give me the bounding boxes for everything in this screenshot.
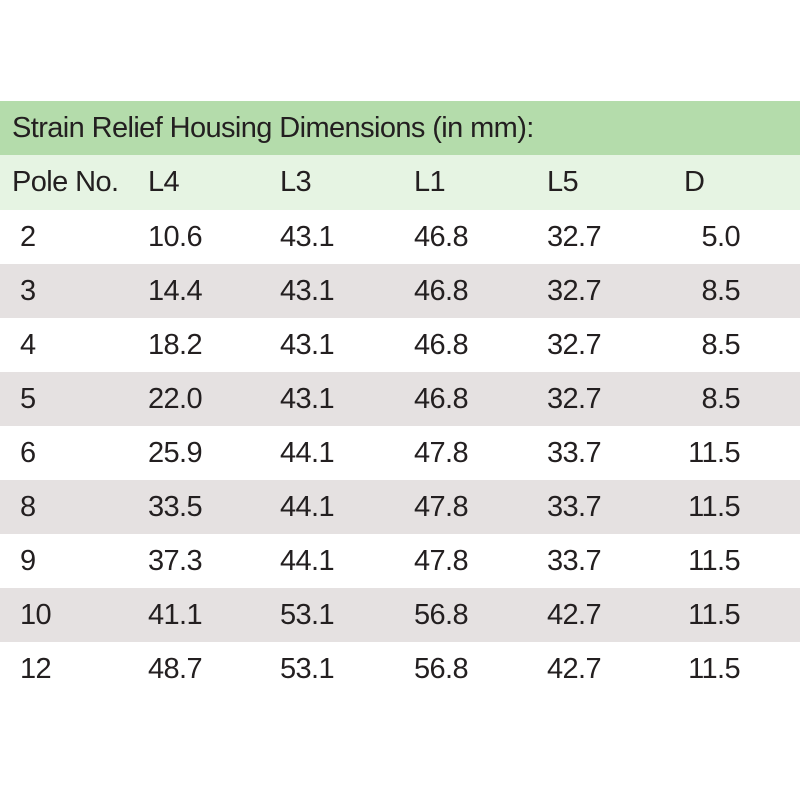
table-title: Strain Relief Housing Dimensions (in mm)… xyxy=(0,101,800,155)
cell-pole-no: 6 xyxy=(20,436,36,469)
cell-pole-no: 9 xyxy=(20,544,36,577)
cell-l3: 43.1 xyxy=(280,328,335,361)
cell-l3: 43.1 xyxy=(280,274,335,307)
cell-d: 11.5 xyxy=(688,652,740,685)
cell-d: 8.5 xyxy=(701,274,740,307)
cell-l4: 18.2 xyxy=(148,328,203,361)
cell-l5: 33.7 xyxy=(547,490,602,523)
cell-l4: 25.9 xyxy=(148,436,203,469)
table-row: 12 48.7 53.1 56.8 42.7 11.5 xyxy=(0,642,800,696)
cell-l4: 14.4 xyxy=(148,274,203,307)
cell-l3: 44.1 xyxy=(280,544,335,577)
table-header-row: Pole No. L4 L3 L1 L5 D xyxy=(0,155,800,210)
cell-d: 11.5 xyxy=(688,598,740,631)
cell-l1: 47.8 xyxy=(414,544,469,577)
table-row: 2 10.6 43.1 46.8 32.7 5.0 xyxy=(0,210,800,264)
cell-l4: 48.7 xyxy=(148,652,203,685)
cell-l1: 47.8 xyxy=(414,490,469,523)
table-row: 5 22.0 43.1 46.8 32.7 8.5 xyxy=(0,372,800,426)
cell-l3: 43.1 xyxy=(280,382,335,415)
cell-l1: 46.8 xyxy=(414,382,469,415)
cell-d: 8.5 xyxy=(701,382,740,415)
cell-l1: 46.8 xyxy=(414,328,469,361)
cell-l5: 32.7 xyxy=(547,274,602,307)
cell-l3: 53.1 xyxy=(280,652,335,685)
cell-l5: 33.7 xyxy=(547,436,602,469)
table-row: 3 14.4 43.1 46.8 32.7 8.5 xyxy=(0,264,800,318)
cell-pole-no: 10 xyxy=(20,598,52,631)
table-row: 9 37.3 44.1 47.8 33.7 11.5 xyxy=(0,534,800,588)
cell-d: 8.5 xyxy=(701,328,740,361)
cell-l1: 46.8 xyxy=(414,220,469,253)
cell-d: 5.0 xyxy=(701,220,740,253)
cell-l4: 10.6 xyxy=(148,220,203,253)
cell-pole-no: 12 xyxy=(20,652,52,685)
table-row: 6 25.9 44.1 47.8 33.7 11.5 xyxy=(0,426,800,480)
table-body: 2 10.6 43.1 46.8 32.7 5.0 3 14.4 43.1 46… xyxy=(0,210,800,696)
header-pole-no: Pole No. xyxy=(12,166,119,198)
cell-pole-no: 5 xyxy=(20,382,36,415)
cell-l3: 44.1 xyxy=(280,436,335,469)
cell-l5: 32.7 xyxy=(547,382,602,415)
cell-l3: 43.1 xyxy=(280,220,335,253)
cell-pole-no: 4 xyxy=(20,328,36,361)
cell-d: 11.5 xyxy=(688,544,740,577)
cell-l1: 56.8 xyxy=(414,652,469,685)
cell-l5: 33.7 xyxy=(547,544,602,577)
cell-pole-no: 3 xyxy=(20,274,36,307)
header-l3: L3 xyxy=(280,166,312,198)
header-l1: L1 xyxy=(414,166,446,198)
cell-l5: 42.7 xyxy=(547,652,602,685)
cell-l5: 32.7 xyxy=(547,220,602,253)
cell-pole-no: 2 xyxy=(20,220,36,253)
cell-l4: 33.5 xyxy=(148,490,203,523)
cell-l1: 47.8 xyxy=(414,436,469,469)
cell-pole-no: 8 xyxy=(20,490,36,523)
cell-l1: 56.8 xyxy=(414,598,469,631)
header-d: D xyxy=(684,166,705,198)
table-title-text: Strain Relief Housing Dimensions (in mm)… xyxy=(12,111,534,144)
table-row: 8 33.5 44.1 47.8 33.7 11.5 xyxy=(0,480,800,534)
cell-l5: 32.7 xyxy=(547,328,602,361)
cell-l4: 37.3 xyxy=(148,544,203,577)
cell-l3: 53.1 xyxy=(280,598,335,631)
cell-d: 11.5 xyxy=(688,436,740,469)
cell-l4: 41.1 xyxy=(148,598,203,631)
cell-l1: 46.8 xyxy=(414,274,469,307)
cell-l3: 44.1 xyxy=(280,490,335,523)
cell-l4: 22.0 xyxy=(148,382,203,415)
cell-d: 11.5 xyxy=(688,490,740,523)
table-row: 10 41.1 53.1 56.8 42.7 11.5 xyxy=(0,588,800,642)
table-row: 4 18.2 43.1 46.8 32.7 8.5 xyxy=(0,318,800,372)
cell-l5: 42.7 xyxy=(547,598,602,631)
header-l5: L5 xyxy=(547,166,579,198)
header-l4: L4 xyxy=(148,166,180,198)
